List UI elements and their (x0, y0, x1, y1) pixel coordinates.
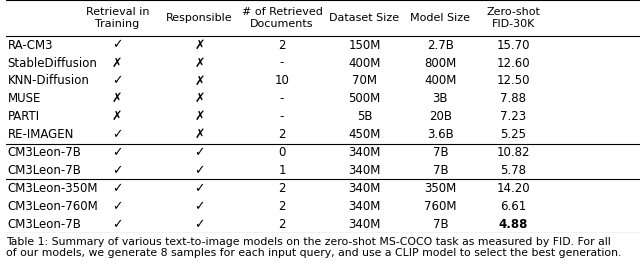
Text: PARTI: PARTI (8, 110, 40, 123)
Text: 340M: 340M (348, 182, 381, 195)
Text: Zero-shot
FID-30K: Zero-shot FID-30K (486, 7, 540, 29)
Text: ✓: ✓ (112, 182, 122, 195)
Text: 340M: 340M (348, 218, 381, 231)
Text: 20B: 20B (429, 110, 452, 123)
Text: 12.50: 12.50 (497, 75, 530, 87)
Text: Table 1: Summary of various text-to-image models on the zero-shot MS-COCO task a: Table 1: Summary of various text-to-imag… (6, 237, 622, 258)
Text: CM3Leon-760M: CM3Leon-760M (8, 200, 99, 213)
Text: 2: 2 (278, 218, 286, 231)
Text: KNN-Diffusion: KNN-Diffusion (8, 75, 90, 87)
Text: 12.60: 12.60 (497, 57, 530, 70)
Text: # of Retrieved
Documents: # of Retrieved Documents (241, 7, 323, 29)
Text: ✗: ✗ (195, 39, 205, 52)
Text: ✗: ✗ (195, 92, 205, 105)
Text: 0: 0 (278, 146, 285, 159)
Text: 450M: 450M (348, 128, 381, 141)
Text: 2: 2 (278, 39, 286, 52)
Text: 1: 1 (278, 164, 286, 177)
Text: ✓: ✓ (195, 200, 205, 213)
Text: CM3Leon-7B: CM3Leon-7B (8, 146, 81, 159)
Text: 70M: 70M (352, 75, 377, 87)
Text: ✗: ✗ (195, 128, 205, 141)
Text: MUSE: MUSE (8, 92, 41, 105)
Text: 7.88: 7.88 (500, 92, 526, 105)
Text: ✓: ✓ (195, 164, 205, 177)
Text: 2: 2 (278, 182, 286, 195)
Text: Model Size: Model Size (410, 13, 470, 23)
Text: 14.20: 14.20 (497, 182, 530, 195)
Text: ✗: ✗ (195, 57, 205, 70)
Text: Dataset Size: Dataset Size (330, 13, 399, 23)
Text: 5.25: 5.25 (500, 128, 526, 141)
Text: CM3Leon-7B: CM3Leon-7B (8, 164, 81, 177)
Text: 400M: 400M (348, 57, 381, 70)
Text: ✓: ✓ (112, 164, 122, 177)
Text: 400M: 400M (424, 75, 456, 87)
Text: ✗: ✗ (112, 57, 122, 70)
Text: ✓: ✓ (112, 128, 122, 141)
Text: ✓: ✓ (112, 200, 122, 213)
Text: 760M: 760M (424, 200, 457, 213)
Text: -: - (280, 57, 284, 70)
Text: 500M: 500M (348, 92, 381, 105)
Text: 7B: 7B (433, 146, 448, 159)
Text: 6.61: 6.61 (500, 200, 527, 213)
Text: 340M: 340M (348, 200, 381, 213)
Text: Responsible: Responsible (166, 13, 233, 23)
Text: 150M: 150M (348, 39, 381, 52)
Text: -: - (280, 110, 284, 123)
Text: 7B: 7B (433, 164, 448, 177)
Text: ✗: ✗ (195, 75, 205, 87)
Text: ✓: ✓ (195, 218, 205, 231)
Text: 15.70: 15.70 (497, 39, 530, 52)
Text: 5B: 5B (356, 110, 372, 123)
Text: 7.23: 7.23 (500, 110, 526, 123)
Text: ✓: ✓ (112, 75, 122, 87)
Text: 350M: 350M (424, 182, 456, 195)
Text: 2: 2 (278, 128, 286, 141)
Text: 800M: 800M (424, 57, 456, 70)
Text: StableDiffusion: StableDiffusion (8, 57, 97, 70)
Text: 340M: 340M (348, 146, 381, 159)
Text: ✗: ✗ (112, 92, 122, 105)
Text: 10: 10 (275, 75, 289, 87)
Text: ✓: ✓ (112, 218, 122, 231)
Text: ✗: ✗ (112, 110, 122, 123)
Text: ✗: ✗ (195, 110, 205, 123)
Text: CM3Leon-7B: CM3Leon-7B (8, 218, 81, 231)
Text: 2: 2 (278, 200, 286, 213)
Text: 3B: 3B (433, 92, 448, 105)
Text: 5.78: 5.78 (500, 164, 526, 177)
Text: 7B: 7B (433, 218, 448, 231)
Text: RE-IMAGEN: RE-IMAGEN (8, 128, 74, 141)
Text: -: - (280, 92, 284, 105)
Text: 10.82: 10.82 (497, 146, 530, 159)
Text: 3.6B: 3.6B (427, 128, 454, 141)
Text: CM3Leon-350M: CM3Leon-350M (8, 182, 98, 195)
Text: 4.88: 4.88 (499, 218, 528, 231)
Text: ✓: ✓ (112, 146, 122, 159)
Text: 2.7B: 2.7B (427, 39, 454, 52)
Text: ✓: ✓ (195, 182, 205, 195)
Text: Retrieval in
Training: Retrieval in Training (86, 7, 149, 29)
Text: 340M: 340M (348, 164, 381, 177)
Text: RA-CM3: RA-CM3 (8, 39, 53, 52)
Text: ✓: ✓ (112, 39, 122, 52)
Text: ✓: ✓ (195, 146, 205, 159)
